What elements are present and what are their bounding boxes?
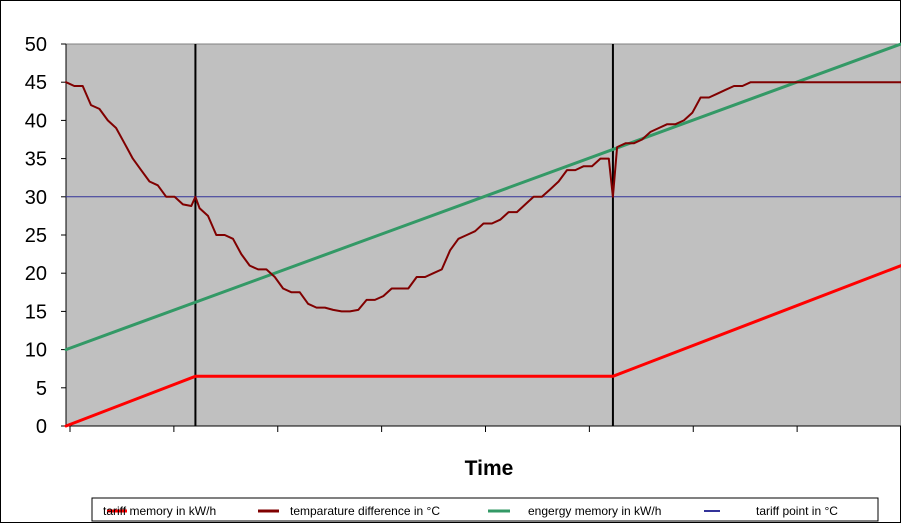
legend-label: tariff memory in kW/h <box>103 504 216 518</box>
y-tick-label: 20 <box>25 263 47 285</box>
series-line-2 <box>64 42 901 352</box>
series-line-0 <box>64 264 901 428</box>
legend-label: engergy memory in kW/h <box>528 504 661 518</box>
y-tick-label: 10 <box>25 340 47 362</box>
legend-box <box>91 497 879 522</box>
y-tick-label: 15 <box>25 301 47 323</box>
y-tick-label: 25 <box>25 225 47 247</box>
y-tick-label: 45 <box>25 72 47 94</box>
y-tick-label: 0 <box>36 416 47 438</box>
plot-area <box>65 43 901 427</box>
legend: tariff memory in kW/h temparature differe… <box>91 497 879 522</box>
series-line-1 <box>65 81 901 313</box>
y-tick-label: 5 <box>36 378 47 400</box>
x-axis <box>66 425 901 432</box>
y-tick-label: 35 <box>25 149 47 171</box>
y-tick-label: 40 <box>25 110 47 132</box>
x-axis-label: Time <box>465 457 514 480</box>
vertical-markers <box>194 44 614 426</box>
legend-label: tariff point in °C <box>756 504 838 518</box>
series-lines <box>64 42 901 428</box>
y-tick-label: 30 <box>25 187 47 209</box>
legend-label: temparature difference in °C <box>290 504 440 518</box>
y-axis: 0 5 10 15 20 25 30 35 40 45 50 <box>25 34 67 438</box>
y-tick-label: 50 <box>25 34 47 56</box>
